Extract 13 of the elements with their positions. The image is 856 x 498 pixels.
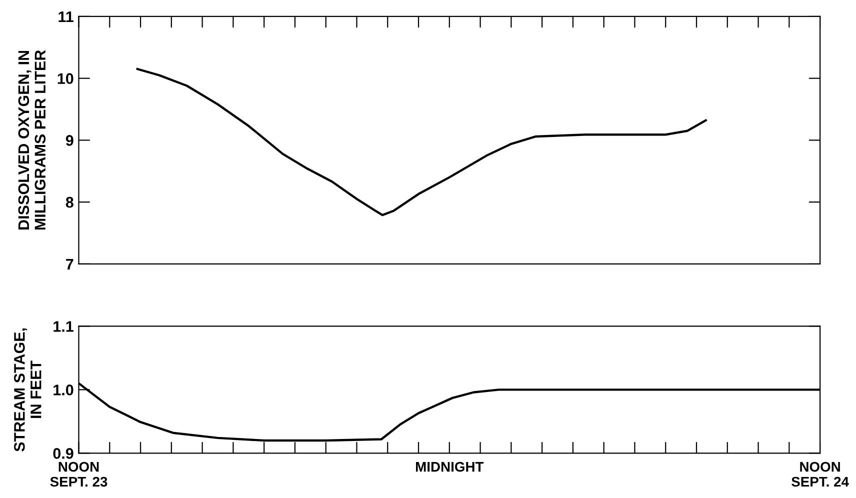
x-tick-label: MIDNIGHT xyxy=(416,462,484,472)
y-tick-label: 10 xyxy=(58,73,74,84)
y-tick-label: 11 xyxy=(58,11,74,22)
y-tick-label: 8 xyxy=(66,196,74,208)
x-tick-label: NOON SEPT. 23 xyxy=(50,462,108,487)
y-tick-label: 0.9 xyxy=(53,448,74,459)
y-tick-label: 7 xyxy=(66,258,74,270)
y-tick-label: 1.0 xyxy=(54,384,74,396)
y-axis-title: DISSOLVED OXYGEN, IN MILLIGRAMS PER LITER xyxy=(18,50,46,230)
y-tick-label: 9 xyxy=(66,135,74,146)
y-tick-label: 1.1 xyxy=(54,321,74,332)
x-tick-label: NOON SEPT. 24 xyxy=(792,462,849,487)
y-axis-title: STREAM STAGE, IN FEET xyxy=(14,328,42,452)
